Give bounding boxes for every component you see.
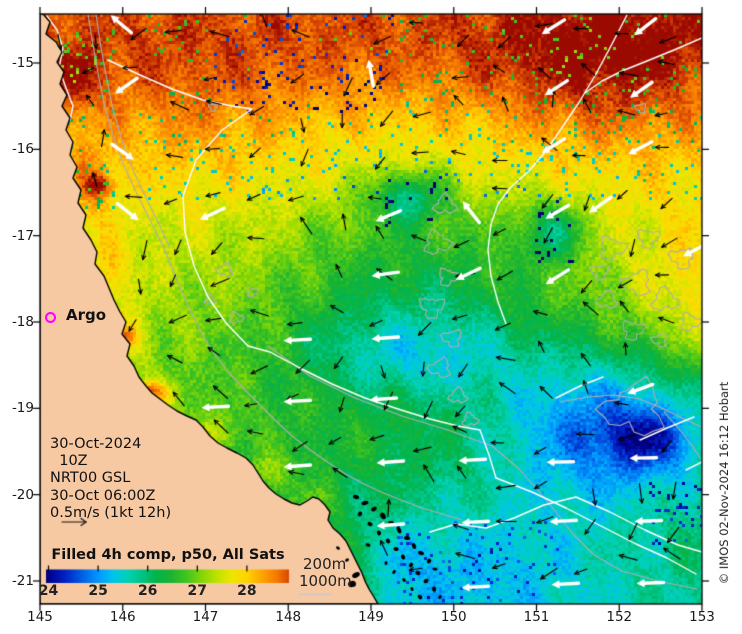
info-line: 30-Oct-2024: [50, 436, 142, 452]
info-line: 30-Oct 06:00Z: [50, 487, 156, 504]
contour-legend-1000m: 1000m: [299, 572, 352, 590]
x-tick-label: 146: [109, 609, 136, 625]
y-tick-label: -20: [11, 486, 34, 503]
imos-credit-text: © IMOS 02-Nov-2024 16:12 Hobart: [717, 381, 731, 585]
y-tick-label: -19: [11, 400, 34, 417]
info-line: 0.5m/s (1kt 12h): [50, 504, 172, 521]
y-tick-label: -18: [11, 313, 34, 330]
argo-float-marker: [45, 312, 56, 323]
colorbar-title: Filled 4h comp, p50, All Sats: [51, 547, 285, 563]
y-tick-label: -16: [11, 141, 34, 158]
x-tick-label: 150: [440, 609, 467, 625]
info-line: 10Z: [50, 453, 88, 470]
colorbar-tick-label: 27: [187, 583, 208, 599]
x-tick-label: 147: [192, 609, 219, 625]
argo-label: Argo: [66, 306, 107, 324]
x-tick-label: 153: [689, 609, 715, 625]
x-tick-label: 149: [358, 609, 384, 625]
y-tick-label: -17: [11, 227, 34, 244]
colorbar-tick-label: 25: [88, 583, 108, 599]
x-tick-label: 145: [27, 609, 53, 625]
colorbar-tick-label: 24: [38, 583, 59, 599]
composite-info-block: 30-Oct-2024 10Z NRT00 GSL 30-Oct 06:00Z 0.5…: [50, 436, 171, 522]
x-tick-label: 148: [275, 609, 302, 625]
info-line: NRT00 GSL: [50, 470, 131, 487]
y-tick-label: -15: [11, 55, 34, 71]
colorbar-tick-label: 26: [137, 583, 158, 599]
x-tick-label: 152: [606, 609, 633, 625]
contour-legend-200m: 200m: [303, 555, 347, 573]
colorbar-tick-label: 28: [237, 583, 257, 599]
x-tick-label: 151: [523, 609, 550, 625]
y-tick-label: -21: [11, 572, 34, 589]
